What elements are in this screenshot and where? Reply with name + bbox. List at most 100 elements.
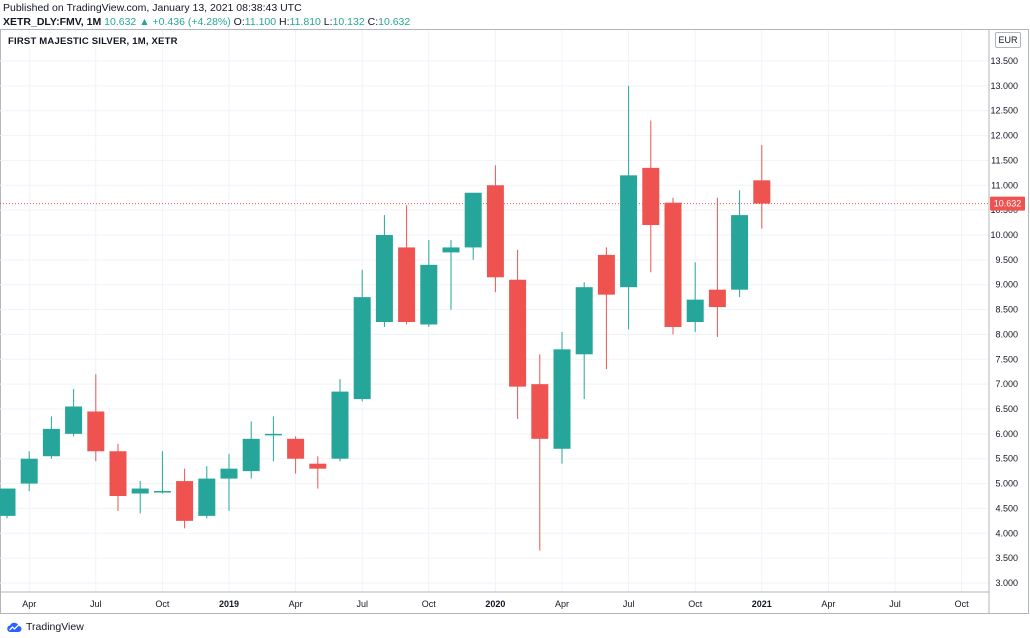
- candle: [620, 85, 638, 330]
- y-tick-label: 9.000: [995, 280, 1018, 290]
- published-caption: Published on TradingView.com, January 13…: [3, 2, 302, 14]
- candle-body: [731, 215, 749, 290]
- candle-body: [531, 384, 549, 439]
- y-tick-label: 4.500: [995, 503, 1018, 513]
- candle-body: [331, 391, 349, 459]
- y-tick-label: 12.500: [990, 106, 1018, 116]
- price-change: +0.436 (+4.28%): [152, 16, 231, 28]
- currency-selector[interactable]: EUR: [995, 32, 1021, 48]
- candle-body: [553, 349, 571, 449]
- candle-body: [309, 463, 327, 469]
- y-tick-label: 5.000: [995, 479, 1018, 489]
- candle-body: [664, 202, 682, 327]
- candle: [331, 379, 349, 462]
- candle: [65, 389, 83, 437]
- last-price: 10.632: [104, 16, 137, 28]
- candle: [597, 247, 615, 370]
- x-tick-label: Jul: [889, 599, 901, 609]
- candle-body: [176, 481, 194, 521]
- candle: [353, 269, 371, 402]
- candle-body: [575, 287, 593, 355]
- candle: [708, 197, 726, 337]
- candle-body: [420, 264, 438, 325]
- y-tick-label: 10.000: [990, 230, 1018, 240]
- low-value: 10.132: [332, 16, 365, 28]
- candle-body: [42, 428, 60, 457]
- time-axis: Apr Jul Oct 2019 Apr Jul Oct 2020 Apr Jul Oct 2021 A…: [22, 599, 969, 609]
- cloud-icon: [7, 622, 22, 632]
- price-axis: 3.000 3.500 4.000 4.500 5.000 5.500 6.000 6.500…: [990, 56, 1018, 588]
- candle-body: [642, 167, 660, 226]
- y-tick-label: 3.500: [995, 553, 1018, 563]
- y-tick-label: 6.000: [995, 429, 1018, 439]
- y-tick-label: 7.500: [995, 354, 1018, 364]
- candle: [753, 145, 771, 229]
- symbol-label: XETR_DLY:FMV, 1M: [3, 16, 102, 28]
- candle: [87, 374, 105, 462]
- candle-body: [686, 299, 704, 322]
- y-tick-label: 13.000: [990, 81, 1018, 91]
- y-tick-label: 7.000: [995, 379, 1018, 389]
- x-tick-label: Oct: [155, 599, 170, 609]
- candle: [486, 165, 504, 293]
- candle-body: [509, 279, 527, 387]
- candle: [420, 239, 438, 327]
- footer-brand: TradingView: [26, 621, 84, 633]
- candle: [264, 416, 282, 462]
- y-tick-label: 8.000: [995, 329, 1018, 339]
- grid-lines: [0, 30, 989, 592]
- candle: [531, 354, 549, 551]
- x-tick-label: Oct: [688, 599, 703, 609]
- candle-body: [198, 478, 216, 516]
- candle: [153, 451, 171, 494]
- candle-body: [20, 458, 38, 484]
- candle-body: [0, 488, 16, 516]
- chart-frame: [0, 29, 1029, 614]
- x-tick-label: 2019: [219, 599, 239, 609]
- candle-body: [353, 297, 371, 400]
- candle: [20, 451, 38, 492]
- y-tick-label: 3.000: [995, 578, 1018, 588]
- candle-body: [753, 180, 771, 204]
- candle-body: [442, 247, 460, 253]
- up-arrow-icon: ▲: [139, 16, 150, 28]
- last-price-tag: 10.632: [990, 196, 1025, 211]
- candle: [664, 197, 682, 335]
- candle: [287, 436, 305, 474]
- close-label: C:: [367, 16, 379, 28]
- x-tick-label: Oct: [422, 599, 437, 609]
- x-tick-label: Apr: [22, 599, 36, 609]
- candle-body: [109, 451, 127, 496]
- candle: [220, 453, 238, 511]
- x-tick-label: 2021: [752, 599, 772, 609]
- candle: [686, 262, 704, 332]
- candle-body: [65, 406, 83, 434]
- candle-body: [486, 185, 504, 278]
- candle-body: [597, 254, 615, 295]
- y-tick-label: 9.500: [995, 255, 1018, 265]
- y-tick-label: 13.500: [990, 56, 1018, 66]
- candle-body: [287, 438, 305, 459]
- y-tick-label: 5.500: [995, 454, 1018, 464]
- x-tick-label: Jul: [623, 599, 635, 609]
- candle-body: [375, 235, 393, 322]
- tradingview-logo: TradingView: [6, 619, 84, 635]
- candle: [42, 416, 60, 459]
- high-value: 11.810: [289, 16, 321, 28]
- candle: [242, 421, 260, 479]
- high-label: H:: [279, 16, 290, 28]
- candle-body: [398, 247, 416, 322]
- open-value: 11.100: [244, 16, 277, 28]
- candle: [464, 192, 482, 260]
- candle: [131, 481, 149, 514]
- y-tick-label: 6.500: [995, 404, 1018, 414]
- candle-body: [153, 491, 171, 493]
- candle-body: [220, 468, 238, 479]
- y-tick-label: 8.500: [995, 305, 1018, 315]
- x-tick-label: Apr: [821, 599, 835, 609]
- candle: [509, 249, 527, 419]
- last-price-badge-label: 10.632: [994, 199, 1022, 209]
- candle-body: [464, 192, 482, 248]
- candle: [198, 466, 216, 519]
